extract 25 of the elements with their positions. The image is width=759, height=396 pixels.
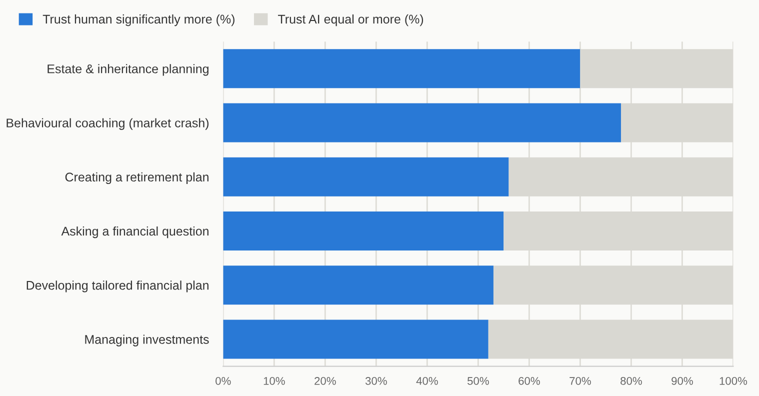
y-tick-label: Behavioural coaching (market crash): [6, 118, 208, 130]
x-tick-label: 0%: [216, 377, 231, 385]
bar: [223, 266, 494, 305]
x-tick-label: 40%: [416, 377, 438, 385]
bar: [223, 157, 509, 196]
y-tick-label: Developing tailored financial plan: [26, 280, 208, 292]
y-tick-label: Creating a retirement plan: [65, 172, 208, 184]
x-tick-label: 100%: [720, 377, 748, 385]
x-tick-label: 60%: [518, 377, 540, 385]
bar: [223, 212, 504, 250]
bar: [223, 320, 488, 359]
y-tick-label: Asking a financial question: [61, 226, 208, 238]
y-tick-label: Estate & inheritance planning: [48, 64, 208, 76]
legend-label: Trust AI equal or more (%): [278, 14, 424, 26]
x-tick-label: 70%: [570, 377, 591, 385]
legend-label: Trust human significantly more (%): [42, 14, 234, 26]
x-tick-label: 50%: [467, 377, 489, 385]
x-tick-label: 20%: [314, 377, 336, 385]
x-tick-label: 90%: [672, 377, 693, 385]
x-tick-label: 10%: [264, 377, 285, 385]
bar: [223, 103, 621, 142]
y-tick-label: Managing investments: [85, 334, 209, 346]
bar: [223, 49, 580, 88]
x-tick-label: 30%: [365, 377, 387, 385]
x-tick-label: 80%: [620, 377, 642, 385]
